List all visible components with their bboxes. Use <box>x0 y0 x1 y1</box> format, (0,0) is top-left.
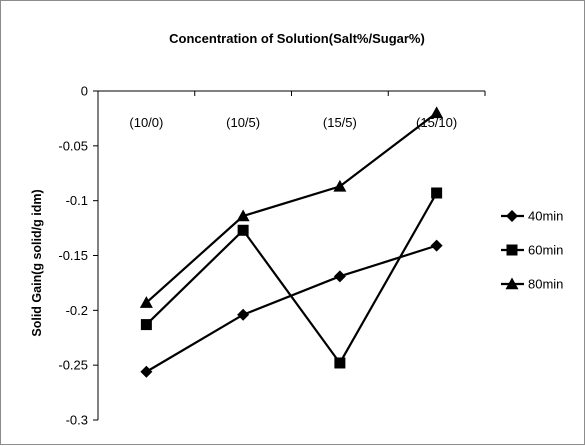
data-point-triangle <box>236 209 250 222</box>
data-point-square <box>237 224 249 236</box>
x-tick-label: (15/10) <box>416 115 457 130</box>
y-tick-label: 0 <box>81 84 88 99</box>
legend-label: 60min <box>528 243 563 258</box>
y-tick-label: -0.2 <box>66 303 88 318</box>
data-point-diamond <box>333 270 346 283</box>
y-tick-label: -0.3 <box>66 413 88 428</box>
legend-marker <box>506 210 518 222</box>
data-point-diamond <box>140 365 153 378</box>
x-tick-label: (10/5) <box>226 115 260 130</box>
y-tick-label: -0.25 <box>58 358 88 373</box>
legend-item: 80min <box>501 277 563 292</box>
series-line <box>145 112 438 304</box>
legend-label: 80min <box>528 277 563 292</box>
legend: 40min 60min 80min <box>501 209 563 292</box>
legend-label: 40min <box>528 209 563 224</box>
data-point-triangle <box>139 296 153 308</box>
legend-item: 60min <box>501 243 563 258</box>
y-tick-label: -0.05 <box>58 138 88 153</box>
legend-item: 40min <box>501 209 563 224</box>
chart-title: Concentration of Solution(Salt%/Sugar%) <box>169 31 425 46</box>
series-80min <box>139 106 444 308</box>
axes: 0 -0.05 -0.1 -0.15 -0.2 -0.25 -0.3 (10/0) (10/5)… <box>58 84 486 428</box>
y-tick-label: -0.15 <box>58 248 88 263</box>
data-point-triangle <box>333 179 347 192</box>
data-point-square <box>334 357 346 369</box>
y-tick-label: -0.1 <box>66 193 88 208</box>
legend-marker <box>506 244 518 256</box>
data-point-triangle <box>430 106 444 119</box>
x-tick-label: (15/5) <box>323 115 357 130</box>
data-point-square <box>140 319 152 331</box>
series-60min <box>140 187 443 369</box>
series-line <box>145 192 438 365</box>
y-axis-title: Solid Gain(g solid/g idm) <box>30 189 44 336</box>
legend-marker <box>505 277 519 290</box>
data-point-square <box>431 187 443 199</box>
data-point-diamond <box>237 308 250 321</box>
x-tick-label: (10/0) <box>129 115 163 130</box>
series-layer <box>139 106 444 378</box>
data-point-diamond <box>430 239 443 252</box>
